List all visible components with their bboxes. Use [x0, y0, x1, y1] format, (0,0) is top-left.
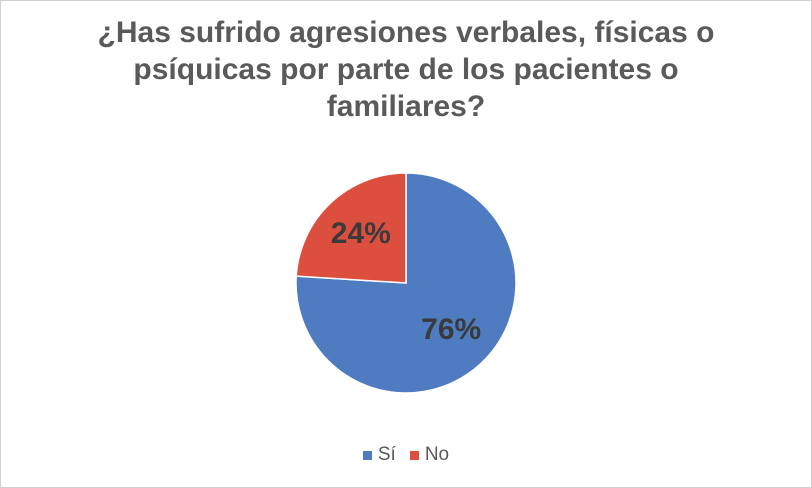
legend-item: Sí: [362, 444, 396, 466]
legend-label: Sí: [377, 444, 396, 465]
data-label: 76%: [421, 313, 481, 346]
data-label: 24%: [331, 217, 391, 250]
legend-swatch: [362, 450, 372, 460]
legend: Sí No: [0, 444, 812, 466]
legend-swatch: [409, 450, 419, 460]
legend-item: No: [409, 444, 450, 466]
legend-label: No: [424, 444, 450, 465]
chart-title: ¿Has sufrido agresiones verbales, física…: [97, 16, 715, 123]
pie-slice: [295, 172, 407, 284]
